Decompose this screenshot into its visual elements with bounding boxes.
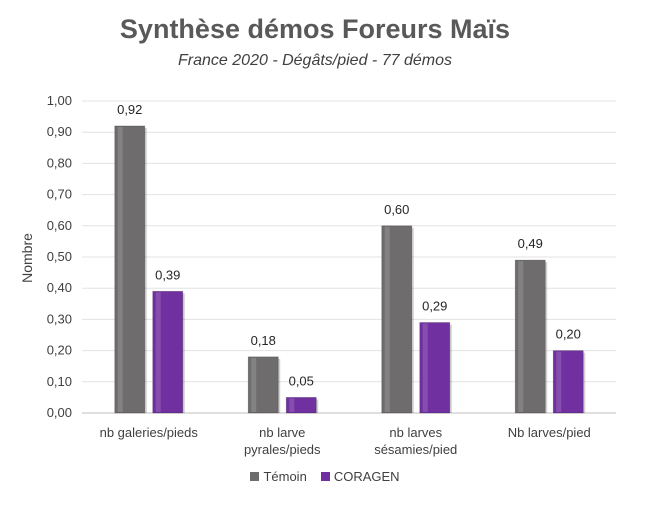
bar-coragen — [152, 290, 184, 414]
y-tick-label: 0,00 — [47, 405, 72, 420]
data-label: 0,49 — [518, 236, 543, 251]
y-tick-label: 0,20 — [47, 343, 72, 358]
y-tick-label: 0,50 — [47, 249, 72, 264]
chart-title: Synthèse démos Foreurs Maïs — [119, 14, 511, 44]
bar-highlight — [117, 126, 123, 413]
bars — [114, 125, 586, 414]
y-tick-label: 0,90 — [47, 124, 72, 139]
x-tick-label: nb larves — [389, 425, 442, 440]
legend-label-temoin: Témoin — [263, 469, 307, 484]
y-tick-label: 1,00 — [47, 93, 72, 108]
bar-highlight — [422, 323, 428, 412]
x-tick-label: sésamies/pied — [374, 442, 457, 457]
bar-highlight — [384, 226, 390, 412]
data-labels: 0,92 0,39 0,18 0,05 0,60 0,29 0,49 0,20 — [117, 102, 581, 388]
legend-swatch-coragen — [320, 472, 330, 481]
data-label: 0,05 — [289, 373, 314, 388]
bar-highlight — [155, 292, 161, 412]
y-tick-label: 0,60 — [47, 218, 72, 233]
data-label: 0,39 — [155, 267, 180, 282]
data-label: 0,60 — [384, 202, 409, 217]
legend-item-temoin: Témoin — [250, 469, 307, 484]
legend-swatch-temoin — [250, 472, 260, 481]
x-axis-ticks: nb galeries/pieds nb larve pyrales/pieds nb… — [100, 425, 591, 457]
bar-coragen — [552, 350, 584, 414]
bar-t-moin — [114, 125, 146, 414]
data-label: 0,29 — [422, 299, 447, 314]
chart-subtitle: France 2020 - Dégâts/pied - 77 démos — [178, 52, 452, 69]
bar-highlight — [556, 351, 562, 412]
bar-coragen — [285, 396, 317, 414]
x-tick-label: Nb larves/pied — [508, 425, 591, 440]
bar-highlight — [289, 398, 295, 412]
bar-highlight — [251, 357, 257, 412]
y-tick-label: 0,80 — [47, 155, 72, 170]
data-label: 0,92 — [117, 102, 142, 117]
y-tick-label: 0,10 — [47, 374, 72, 389]
bar-t-moin — [247, 356, 279, 414]
legend: Témoin CORAGEN — [0, 469, 650, 484]
bar-highlight — [518, 261, 524, 412]
data-label: 0,18 — [251, 333, 276, 348]
data-label: 0,20 — [556, 327, 581, 342]
x-tick-label: nb galeries/pieds — [100, 425, 199, 440]
bar-t-moin — [381, 225, 413, 414]
legend-label-coragen: CORAGEN — [333, 469, 400, 484]
y-tick-label: 0,40 — [47, 280, 72, 295]
x-tick-label: pyrales/pieds — [244, 442, 321, 457]
bar-t-moin — [514, 259, 546, 414]
y-axis-ticks: 0,00 0,10 0,20 0,30 0,40 0,50 0,60 0,70 0,80 0,90… — [47, 93, 72, 420]
bar-coragen — [419, 322, 451, 414]
y-tick-label: 0,30 — [47, 311, 72, 326]
legend-item-coragen: CORAGEN — [320, 469, 400, 484]
y-axis-label: Nombre — [19, 233, 35, 283]
y-tick-label: 0,70 — [47, 187, 72, 202]
x-tick-label: nb larve — [259, 425, 305, 440]
